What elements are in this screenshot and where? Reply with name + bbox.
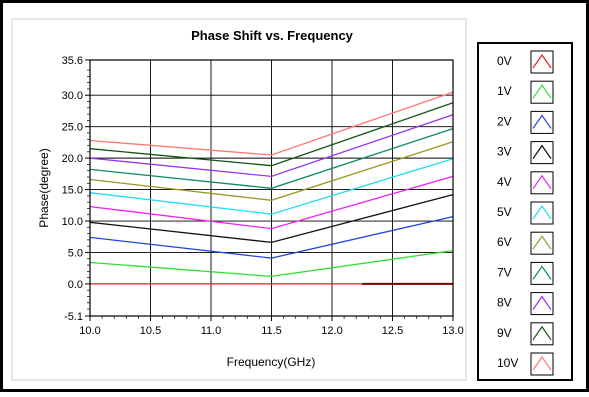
y-axis-ticks: 35.6 30.0 25.0 20.0 15.0 10.0 5.0 0.0 -5.1 — [62, 55, 90, 323]
x-tick-label: 13.0 — [442, 325, 463, 337]
series-line-8V — [89, 114, 454, 178]
x-axis-ticks: 10.0 10.5 11.0 11.5 12.0 12.5 13.0 — [79, 316, 464, 337]
legend-swatch-10V — [532, 355, 552, 371]
y-tick-label: -5.1 — [64, 311, 83, 323]
series-line-10V — [89, 91, 454, 156]
legend-swatch-box-7V — [530, 261, 554, 285]
x-tick-label: 12.5 — [382, 325, 403, 337]
x-tick-label: 11.0 — [201, 325, 222, 337]
legend-swatch-box-3V — [530, 141, 554, 165]
legend-label-6V: 6V — [497, 235, 512, 249]
y-axis-label: Phase(degree) — [37, 148, 51, 227]
chart-panel — [11, 18, 467, 381]
series-line-6V — [89, 141, 454, 201]
legend-swatch-1V — [532, 84, 552, 99]
legend-swatch-box-2V — [530, 110, 554, 134]
x-tick-label: 10.0 — [79, 325, 100, 337]
legend-swatch-2V — [532, 114, 552, 129]
legend-swatch-box-6V — [530, 231, 554, 255]
legend-swatch-7V — [532, 265, 552, 280]
legend-label-5V: 5V — [497, 205, 512, 219]
series-line-9V — [89, 102, 454, 167]
series-line-3V — [89, 193, 454, 244]
x-tick-label: 10.5 — [140, 325, 161, 337]
series-line-5V — [89, 158, 454, 215]
y-tick-label: 5.0 — [68, 247, 83, 259]
legend-swatch-box-4V — [530, 171, 554, 195]
legend-label-3V: 3V — [497, 145, 512, 159]
legend-swatch-4V — [532, 174, 552, 190]
legend-label-10V: 10V — [497, 356, 518, 370]
legend-swatch-0V — [532, 53, 552, 69]
legend-swatch-box-1V — [530, 80, 554, 104]
series-lines — [89, 91, 454, 285]
legend-swatch-box-5V — [530, 201, 554, 225]
series-line-2V — [89, 215, 454, 259]
y-tick-label: 20.0 — [62, 153, 83, 165]
legend-label-7V: 7V — [497, 265, 512, 279]
legend-label-0V: 0V — [497, 54, 512, 68]
legend-swatch-6V — [532, 235, 552, 250]
y-tick-label: 25.0 — [62, 122, 83, 134]
y-tick-label: 35.6 — [62, 55, 83, 67]
legend-label-2V: 2V — [497, 114, 512, 128]
y-tick-label: 15.0 — [62, 185, 83, 197]
legend-label-9V: 9V — [497, 326, 512, 340]
x-tick-label: 11.5 — [261, 325, 282, 337]
legend-label-1V: 1V — [497, 84, 512, 98]
x-tick-label: 12.0 — [321, 325, 342, 337]
legend-swatch-8V — [532, 295, 552, 310]
series-line-7V — [89, 127, 454, 189]
y-tick-label: 30.0 — [62, 90, 83, 102]
legend-swatch-box-0V — [530, 50, 554, 74]
legend-panel — [477, 42, 573, 381]
x-axis-label: Frequency(GHz) — [227, 355, 316, 369]
legend-swatch-3V — [532, 144, 552, 159]
legend-label-4V: 4V — [497, 175, 512, 189]
series-line-1V — [89, 249, 454, 278]
legend-swatch-9V — [532, 325, 552, 341]
legend-swatch-box-10V — [530, 352, 554, 376]
series-line-4V — [89, 175, 454, 230]
legend-swatch-box-8V — [530, 292, 554, 316]
legend-swatch-box-9V — [530, 322, 554, 346]
legend-label-8V: 8V — [497, 296, 512, 310]
y-tick-label: 0.0 — [68, 279, 83, 291]
y-tick-label: 10.0 — [62, 216, 83, 228]
chart-title: Phase Shift vs. Frequency — [191, 28, 354, 43]
legend: 0V 1V 2V 3V 4V 5V 6V 7V 8V 9V 10V — [497, 50, 554, 376]
legend-swatch-5V — [532, 204, 552, 220]
